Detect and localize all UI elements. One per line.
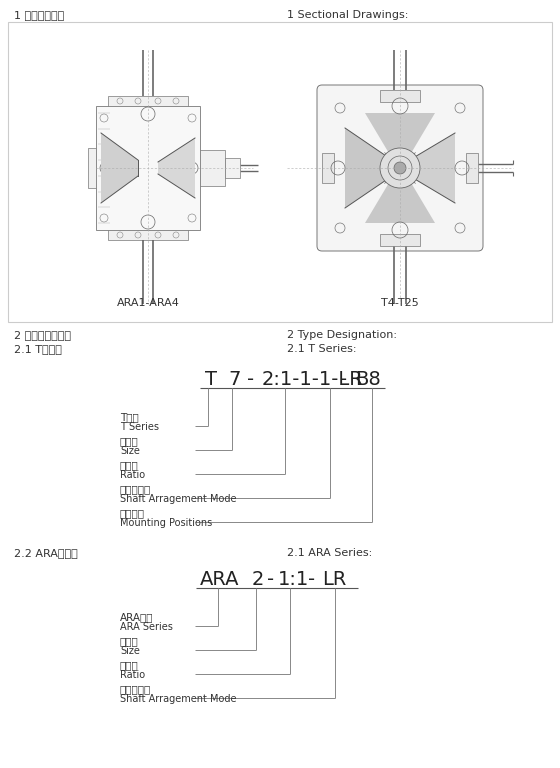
Bar	[96, 106, 200, 230]
Text: Shaft Arragement Mode: Shaft Arragement Mode	[120, 694, 236, 704]
Text: 1 Sectional Drawings:: 1 Sectional Drawings:	[287, 10, 408, 20]
Bar	[200, 150, 225, 186]
Text: Shaft Arragement Mode: Shaft Arragement Mode	[120, 494, 236, 504]
Text: 机座号: 机座号	[120, 436, 139, 446]
Text: 轴配置形式: 轴配置形式	[120, 684, 151, 694]
Text: 减速比: 减速比	[120, 460, 139, 470]
Polygon shape	[345, 128, 392, 208]
Text: Size: Size	[120, 646, 140, 656]
Text: Mounting Positions: Mounting Positions	[120, 518, 212, 528]
Polygon shape	[101, 133, 138, 203]
Text: Size: Size	[120, 446, 140, 456]
Text: 2 Type Designation:: 2 Type Designation:	[287, 330, 397, 340]
Text: -: -	[340, 370, 347, 389]
Text: LR: LR	[322, 570, 347, 589]
Bar	[322, 153, 334, 183]
Text: -: -	[247, 370, 254, 389]
Text: 2.1 T Series:: 2.1 T Series:	[287, 344, 357, 354]
Text: Ratio: Ratio	[120, 470, 145, 480]
Text: T Series: T Series	[120, 422, 159, 432]
Text: 2 型号表示方法：: 2 型号表示方法：	[14, 330, 71, 340]
Text: ARA系列: ARA系列	[120, 612, 153, 622]
Text: -: -	[308, 570, 315, 589]
Circle shape	[394, 162, 406, 174]
Bar	[380, 234, 420, 246]
Bar	[88, 148, 96, 188]
Polygon shape	[365, 113, 435, 160]
Bar	[466, 153, 478, 183]
Polygon shape	[408, 133, 455, 203]
Text: 7: 7	[228, 370, 240, 389]
Text: 2.1 T系列：: 2.1 T系列：	[14, 344, 62, 354]
Text: 2.2 ARA系列：: 2.2 ARA系列：	[14, 548, 78, 558]
Bar	[380, 90, 420, 102]
Bar	[108, 230, 188, 240]
FancyBboxPatch shape	[317, 85, 483, 251]
Text: 2: 2	[252, 570, 264, 589]
Text: T: T	[205, 370, 217, 389]
Polygon shape	[365, 176, 435, 223]
Text: 2:1-1-1-LR: 2:1-1-1-LR	[262, 370, 364, 389]
Text: 轴配置形式: 轴配置形式	[120, 484, 151, 494]
Text: 机座号: 机座号	[120, 636, 139, 646]
Bar	[225, 158, 240, 178]
Polygon shape	[158, 138, 195, 198]
Text: 2.1 ARA Series:: 2.1 ARA Series:	[287, 548, 372, 558]
Text: 减速比: 减速比	[120, 660, 139, 670]
Text: 安装方位: 安装方位	[120, 508, 145, 518]
Text: 1 结构示意图：: 1 结构示意图：	[14, 10, 64, 20]
Text: ARA: ARA	[200, 570, 240, 589]
Text: ARA1-ARA4: ARA1-ARA4	[116, 298, 179, 308]
Text: ARA Series: ARA Series	[120, 622, 173, 632]
Text: Ratio: Ratio	[120, 670, 145, 680]
Bar	[108, 96, 188, 106]
Text: T系列: T系列	[120, 412, 139, 422]
Circle shape	[380, 148, 420, 188]
Text: B8: B8	[355, 370, 381, 389]
Text: T4-T25: T4-T25	[381, 298, 419, 308]
Bar	[8, 22, 552, 322]
Text: -: -	[267, 570, 274, 589]
Text: 1:1: 1:1	[278, 570, 309, 589]
